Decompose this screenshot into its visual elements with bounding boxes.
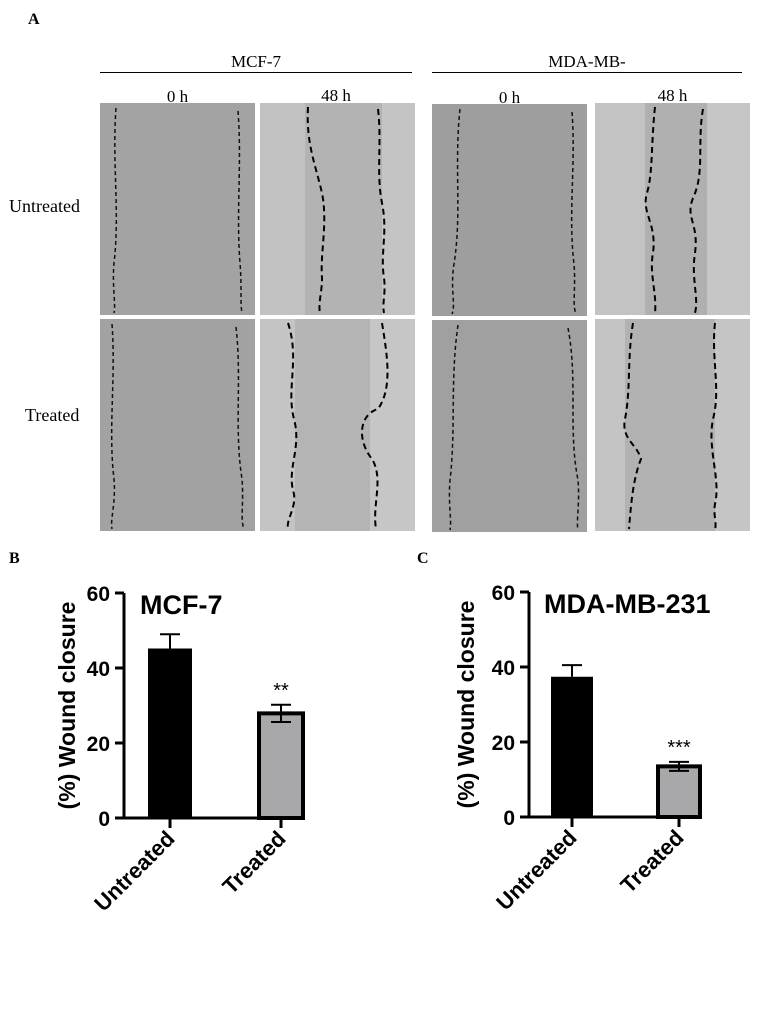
row-label-treated: Treated	[25, 405, 80, 425]
significance-mark: **	[273, 680, 289, 702]
bar-treated	[656, 764, 702, 819]
bar-treated	[257, 711, 305, 820]
y-tick-label: 0	[503, 807, 515, 830]
y-tick-label: 40	[87, 658, 110, 681]
y-axis-label: (%) Wound closure	[54, 602, 80, 810]
micrograph-mcf7-untreated-48h	[260, 103, 415, 315]
y-tick-label: 60	[492, 582, 515, 605]
timepoint-mdamb-48h: 48 h	[657, 86, 688, 105]
chart-title: MCF-7	[140, 590, 223, 620]
micrograph-mcf7-untreated-0h	[100, 103, 255, 315]
chart-mdamb231: 0 20 40 60 (%) Wound closure MDA-MB-231 Untrea…	[453, 582, 711, 915]
y-tick-label: 40	[492, 657, 515, 680]
x-tick-label: Untreated	[491, 825, 581, 915]
y-tick-label: 0	[98, 808, 110, 831]
x-tick-label: Treated	[218, 826, 291, 899]
y-tick-label: 60	[87, 583, 110, 606]
micrograph-mcf7-treated-0h	[100, 319, 255, 531]
y-tick-label: 20	[87, 733, 110, 756]
group-underline-mcf7	[100, 72, 412, 73]
y-axis-label: (%) Wound closure	[453, 601, 479, 809]
significance-mark: ***	[667, 737, 691, 759]
panel-b-letter: B	[9, 550, 20, 567]
timepoint-mcf7-48h: 48 h	[321, 86, 351, 105]
micrograph-mcf7-treated-48h	[260, 319, 415, 531]
group-title-mcf7: MCF-7	[230, 52, 282, 71]
micrograph-mdamb-untreated-0h	[432, 104, 587, 316]
micrograph-mdamb-untreated-48h	[595, 103, 750, 315]
chart-mcf7: 0 20 40 60 (%) Wound closure MCF-7 Untreated **…	[54, 583, 305, 916]
group-title-mdamb: MDA-MB-	[548, 52, 626, 71]
bar-untreated	[148, 648, 192, 818]
timepoint-mcf7-0h: 0 h	[166, 87, 189, 106]
bar-untreated	[551, 676, 593, 817]
panel-a-letter: A	[28, 11, 40, 28]
panel-c-letter: C	[417, 550, 429, 567]
x-tick-label: Untreated	[89, 826, 179, 916]
micrograph-mdamb-treated-48h	[595, 319, 750, 531]
chart-title: MDA-MB-231	[544, 589, 711, 619]
y-tick-label: 20	[492, 732, 515, 755]
timepoint-mdamb-0h: 0 h	[498, 88, 521, 107]
row-label-untreated: Untreated	[9, 196, 80, 216]
micrograph-mdamb-treated-0h	[432, 320, 587, 532]
x-tick-label: Treated	[616, 825, 689, 898]
group-underline-mdamb	[432, 72, 742, 73]
